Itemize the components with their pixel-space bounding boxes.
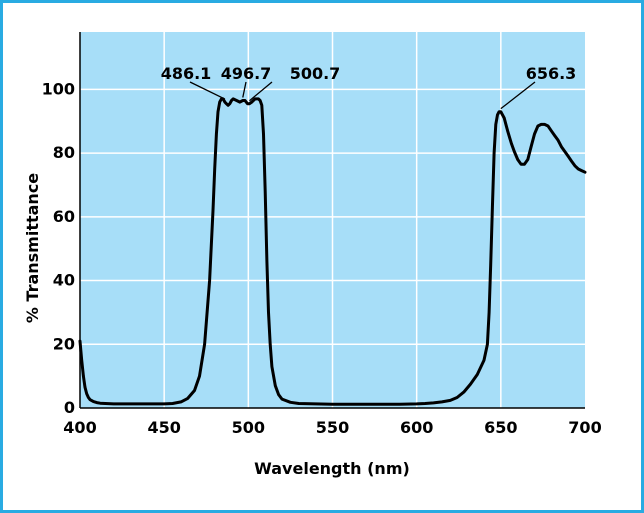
annotation-leader-496.7 (242, 81, 247, 98)
annotation-leader-500.7 (249, 81, 273, 102)
annotation-label-500.7: 500.7 (290, 64, 341, 83)
y-tick-label-20: 20 (53, 334, 75, 353)
x-axis-label: Wavelength (nm) (254, 459, 410, 478)
x-tick-label-400: 400 (63, 418, 96, 437)
y-tick-label-80: 80 (53, 143, 75, 162)
x-tick-labels: 400 450 500 550 600 650 700 (63, 418, 601, 437)
y-tick-label-40: 40 (53, 271, 75, 290)
x-tick-label-600: 600 (400, 418, 433, 437)
x-tick-label-700: 700 (568, 418, 601, 437)
y-tick-label-100: 100 (42, 79, 75, 98)
annotation-label-486.1: 486.1 (161, 64, 212, 83)
y-tick-label-60: 60 (53, 207, 75, 226)
y-tick-labels: 0 20 40 60 80 100 (42, 79, 75, 417)
y-tick-label-0: 0 (64, 398, 75, 417)
x-tick-label-500: 500 (232, 418, 265, 437)
x-tick-label-450: 450 (147, 418, 180, 437)
peak-annotations: 486.1 496.7 500.7 656.3 (161, 64, 577, 110)
annotation-label-496.7: 496.7 (221, 64, 272, 83)
transmittance-curve (78, 97, 587, 406)
annotation-label-656.3: 656.3 (526, 64, 577, 83)
annotation-leader-656.3 (500, 81, 536, 110)
annotation-leader-486.1 (189, 81, 226, 100)
x-tick-label-650: 650 (484, 418, 517, 437)
grid-lines (80, 32, 585, 408)
y-axis-label: % Transmittance (23, 173, 42, 323)
x-tick-label-550: 550 (316, 418, 349, 437)
